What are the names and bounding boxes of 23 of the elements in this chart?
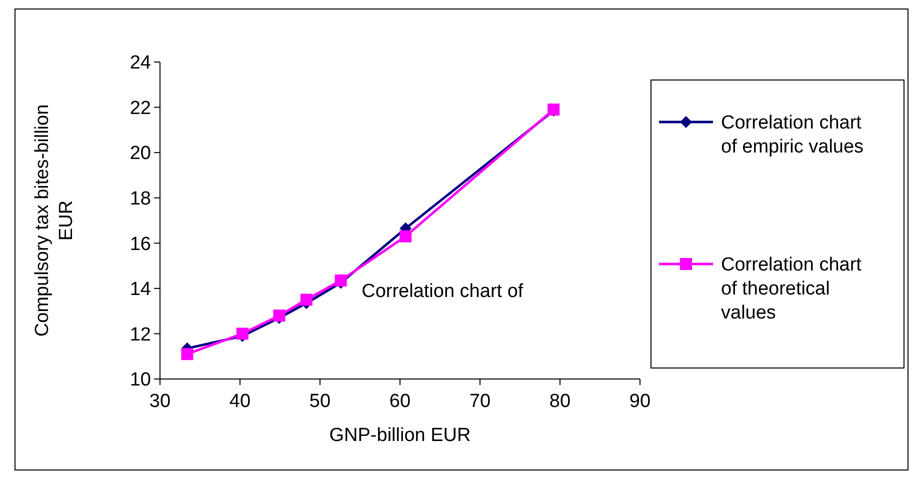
point <box>300 294 312 306</box>
y-tick-label: 22 <box>130 98 151 119</box>
y-tick-label: 24 <box>130 52 152 74</box>
x-tick-label: 60 <box>389 391 411 412</box>
point <box>400 230 412 242</box>
x-tick-label: 80 <box>549 391 571 412</box>
x-tick-label: 30 <box>149 391 171 412</box>
annotation: Correlation chart of <box>362 280 524 302</box>
y-tick-label: 16 <box>130 234 151 255</box>
legend-label: Correlation chart of theoretical values <box>721 254 862 324</box>
y-tick-label: 10 <box>130 370 151 391</box>
y-axis-title: Compulsory tax bites-billion EUR <box>32 104 77 337</box>
y-tick-label: 14 <box>130 279 152 300</box>
y-tick-label: 18 <box>130 188 151 210</box>
x-tick-label: 70 <box>469 391 491 412</box>
x-tick-label: 90 <box>629 391 651 412</box>
x-tick-label: 40 <box>229 391 251 412</box>
y-tick-label: 20 <box>130 143 151 164</box>
legend-label: Correlation chart of empiric values <box>721 112 864 158</box>
x-axis-title: GNP-billion EUR <box>329 425 471 446</box>
y-tick-label: 12 <box>130 324 151 346</box>
point <box>181 348 194 360</box>
x-tick-label: 50 <box>309 391 331 412</box>
